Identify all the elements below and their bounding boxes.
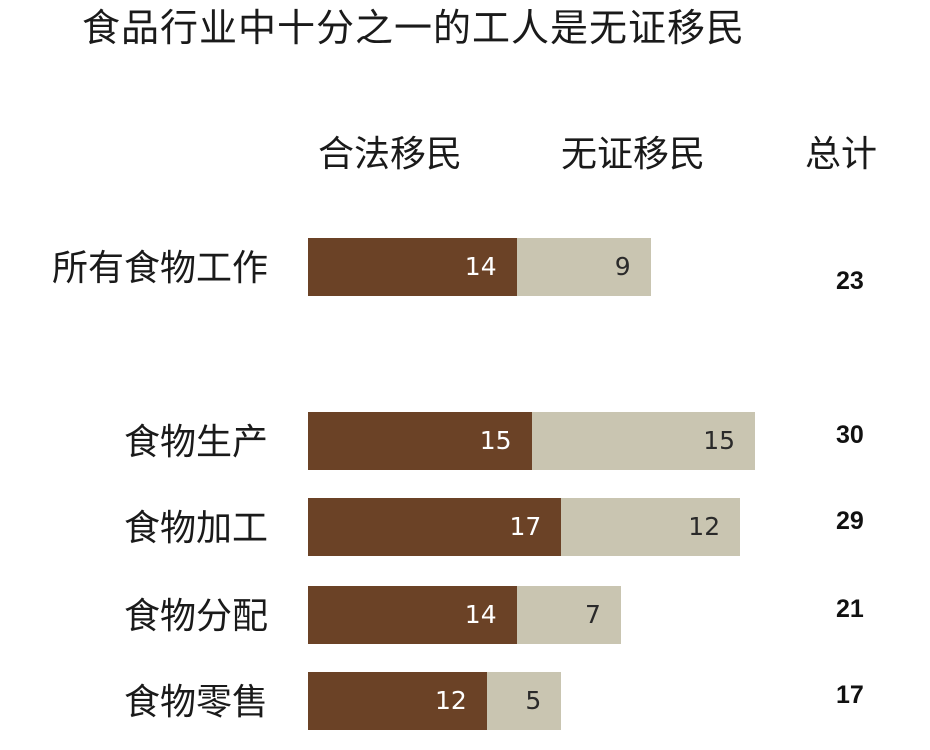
chart-title: 食品行业中十分之一的工人是无证移民 bbox=[82, 6, 746, 50]
data-label-legal: 15 bbox=[479, 426, 512, 455]
data-label-undocumented: 5 bbox=[525, 686, 542, 715]
data-label-legal: 14 bbox=[464, 252, 497, 281]
row-label: 食物生产 bbox=[123, 422, 268, 463]
data-label-undocumented: 9 bbox=[614, 252, 631, 281]
row-label: 食物零售 bbox=[123, 682, 268, 723]
data-label-legal: 14 bbox=[464, 600, 497, 629]
data-label-undocumented: 7 bbox=[585, 600, 601, 629]
total-value: 29 bbox=[836, 507, 864, 535]
bar-segment-undocumented bbox=[516, 586, 621, 644]
bar-segment-legal bbox=[308, 586, 517, 644]
bar-segment-legal bbox=[308, 498, 562, 556]
bar-segment-legal bbox=[308, 672, 487, 730]
row-label: 所有食物工作 bbox=[51, 248, 268, 289]
bar-segment-legal bbox=[308, 238, 517, 296]
bar-segment-undocumented bbox=[486, 672, 562, 730]
column-header-total: 总计 bbox=[804, 134, 878, 175]
data-label-undocumented: 12 bbox=[688, 512, 721, 541]
bar-segment-undocumented bbox=[561, 498, 741, 556]
total-value: 17 bbox=[836, 681, 864, 709]
total-value: 23 bbox=[836, 267, 864, 295]
total-value: 21 bbox=[836, 595, 864, 623]
data-label-undocumented: 15 bbox=[703, 426, 735, 455]
data-label-legal: 12 bbox=[435, 686, 467, 715]
column-header-legal: 合法移民 bbox=[317, 134, 463, 175]
bar-segment-undocumented bbox=[531, 412, 755, 470]
bar-segment-undocumented bbox=[516, 238, 651, 296]
column-header-undocumented: 无证移民 bbox=[560, 134, 706, 175]
bar-segment-legal bbox=[308, 412, 532, 470]
total-value: 30 bbox=[836, 421, 864, 449]
row-label: 食物分配 bbox=[123, 596, 268, 637]
row-label: 食物加工 bbox=[123, 508, 268, 549]
data-label-legal: 17 bbox=[509, 512, 542, 541]
